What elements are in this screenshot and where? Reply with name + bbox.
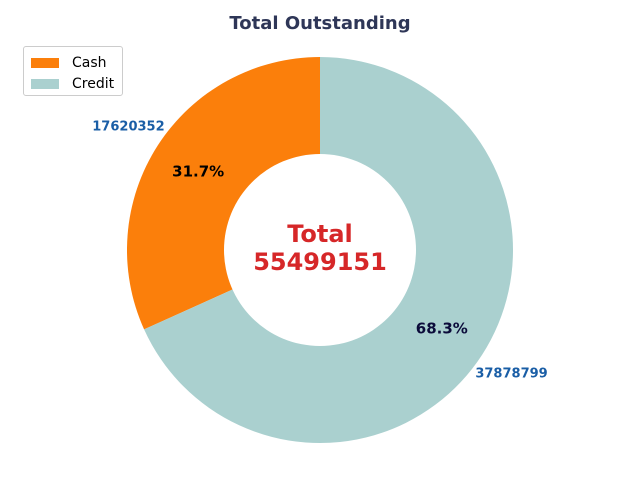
legend-swatch-credit (31, 78, 59, 89)
percent-label-cash: 31.7% (172, 162, 224, 180)
value-label-cash: 17620352 (92, 119, 164, 134)
legend-label-cash: Cash (72, 54, 107, 71)
legend-item-cash: Cash (31, 52, 122, 73)
chart-legend: Cash Credit (23, 46, 123, 96)
legend-swatch-cash (31, 57, 59, 68)
center-total-label: Total (287, 220, 353, 248)
chart-title: Total Outstanding (229, 13, 410, 34)
legend-item-credit: Credit (31, 73, 122, 94)
value-label-credit: 37878799 (475, 367, 547, 382)
percent-label-credit: 68.3% (416, 320, 468, 338)
center-total-value: 55499151 (253, 248, 387, 276)
legend-label-credit: Credit (72, 75, 115, 92)
labels-group: 31.7% 17620352 68.3% 37878799 (92, 119, 547, 381)
donut-hole (224, 154, 416, 346)
